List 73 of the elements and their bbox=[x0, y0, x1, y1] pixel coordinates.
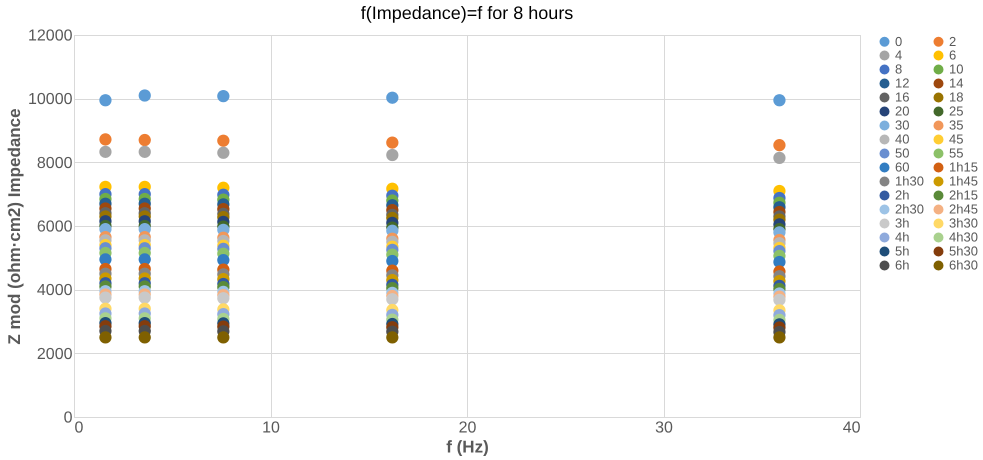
legend-label: 30 bbox=[895, 118, 910, 132]
legend-label: 18 bbox=[949, 90, 964, 104]
legend-label: 6h30 bbox=[949, 258, 978, 272]
x-axis-title: f (Hz) bbox=[446, 438, 489, 456]
legend-label: 55 bbox=[949, 146, 964, 160]
x-tick-label: 0 bbox=[74, 420, 84, 436]
point bbox=[138, 331, 151, 344]
legend-label: 60 bbox=[895, 160, 910, 174]
point bbox=[99, 331, 112, 344]
point bbox=[99, 94, 112, 106]
point bbox=[99, 133, 112, 146]
x-tick-label: 10 bbox=[262, 420, 280, 436]
y-axis-title: Z mod (ohm·cm2) Impedance bbox=[5, 108, 24, 345]
legend-label: 3h bbox=[895, 216, 910, 230]
legend-label: 2 bbox=[949, 34, 956, 49]
point bbox=[773, 294, 786, 306]
legend-label: 6h bbox=[895, 258, 910, 272]
legend-label: 4 bbox=[895, 48, 902, 62]
legend-label: 8 bbox=[895, 62, 902, 76]
legend-label: 3h30 bbox=[949, 216, 978, 230]
point bbox=[386, 136, 398, 149]
y-tick-label: 2000 bbox=[36, 346, 73, 363]
x-tick-label: 20 bbox=[458, 420, 476, 436]
point bbox=[386, 293, 398, 306]
legend-label: 6 bbox=[949, 48, 956, 62]
chart-title: f(Impedance)=f for 8 hours bbox=[360, 3, 574, 23]
legend-label: 5h30 bbox=[949, 244, 978, 258]
point bbox=[138, 89, 151, 102]
point bbox=[386, 148, 398, 162]
legend-label: 2h45 bbox=[949, 202, 978, 216]
point bbox=[773, 331, 786, 344]
point bbox=[386, 331, 398, 344]
point bbox=[217, 146, 230, 159]
point bbox=[217, 90, 230, 102]
point bbox=[99, 146, 112, 158]
point bbox=[138, 146, 151, 158]
legend-label: 2h bbox=[895, 188, 910, 202]
legend-label: 20 bbox=[895, 104, 910, 118]
legend-label: 16 bbox=[895, 90, 910, 104]
legend-label: 50 bbox=[895, 146, 910, 160]
y-tick-label: 12000 bbox=[28, 28, 73, 44]
point bbox=[99, 292, 112, 304]
legend-label: 4h bbox=[895, 230, 910, 244]
point bbox=[386, 92, 398, 104]
y-tick-label: 6000 bbox=[36, 218, 73, 236]
legend-label: 14 bbox=[949, 76, 964, 90]
legend-label: 1h45 bbox=[949, 174, 978, 188]
legend-label: 35 bbox=[949, 118, 964, 132]
x-tick-label: 30 bbox=[655, 420, 673, 436]
legend-label: 2h15 bbox=[949, 188, 978, 202]
point bbox=[217, 331, 230, 344]
legend-label: 25 bbox=[949, 104, 964, 118]
legend-label: 1h30 bbox=[895, 174, 924, 188]
legend-label: 4h30 bbox=[949, 230, 978, 244]
legend-label: 0 bbox=[895, 34, 902, 49]
point bbox=[138, 292, 151, 304]
y-tick-label: 10000 bbox=[28, 91, 73, 108]
point bbox=[773, 94, 786, 106]
point bbox=[773, 152, 786, 164]
legend-label: 5h bbox=[895, 244, 910, 258]
x-tick-label: 40 bbox=[842, 420, 861, 436]
legend-label: 45 bbox=[949, 132, 964, 146]
point bbox=[217, 292, 230, 304]
point bbox=[217, 134, 230, 147]
legend-label: 12 bbox=[895, 76, 910, 90]
y-tick-label: 8000 bbox=[36, 154, 73, 172]
legend-label: 2h30 bbox=[895, 202, 924, 216]
point bbox=[773, 139, 786, 152]
point bbox=[138, 134, 151, 146]
legend-label: 40 bbox=[895, 132, 910, 146]
legend-label: 10 bbox=[949, 62, 964, 76]
legend-label: 1h15 bbox=[949, 160, 978, 174]
y-tick-label: 4000 bbox=[36, 282, 73, 300]
